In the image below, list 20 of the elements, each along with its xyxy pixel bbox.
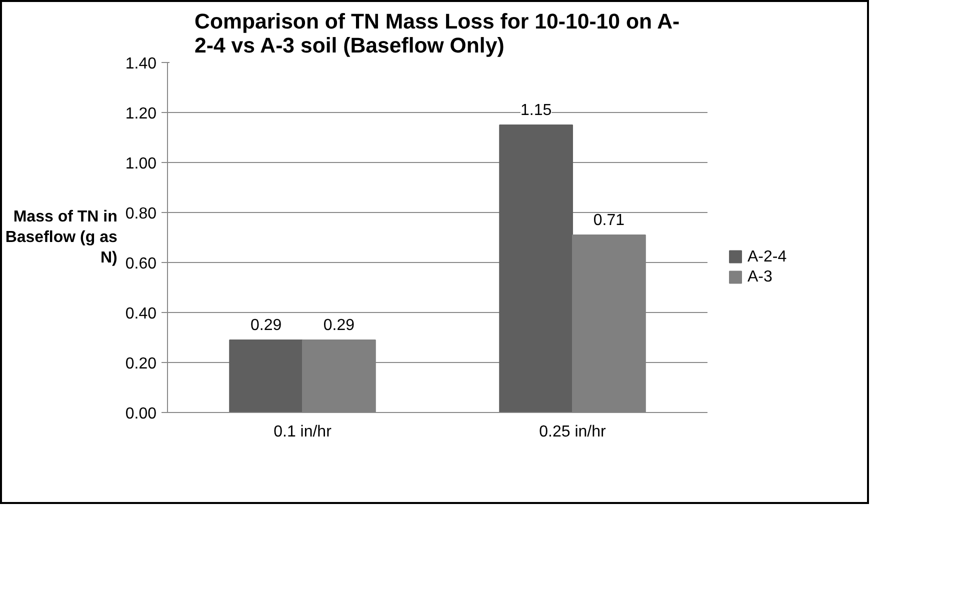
- data-label: 0.29: [323, 317, 355, 334]
- y-tick-label: 1.20: [125, 106, 157, 122]
- data-label: 0.29: [250, 317, 282, 334]
- bar: [499, 124, 573, 412]
- y-tick-label: 0.20: [125, 356, 157, 372]
- x-tick-label: 0.25 in/hr: [539, 424, 607, 440]
- y-axis-title: Mass of TN in Baseflow (g as N): [5, 208, 118, 266]
- y-tick-label: 0.80: [125, 206, 157, 222]
- data-label: 0.71: [593, 212, 625, 229]
- legend-label: A-3: [748, 268, 772, 286]
- bar: [229, 340, 303, 412]
- legend-label: A-2-4: [748, 248, 787, 266]
- y-tick-label: 0.40: [125, 306, 157, 322]
- y-tick-label: 1.40: [125, 56, 157, 72]
- y-tick-label: 0.00: [125, 406, 157, 422]
- chart-title: Comparison of TN Mass Loss for 10-10-10 on A- 2-4 vs A-3 soil (Baseflow Only): [194, 10, 680, 58]
- data-label: 1.15: [520, 102, 552, 119]
- y-tick-label: 0.60: [125, 256, 157, 272]
- y-tick-label: 1.00: [125, 156, 157, 172]
- x-tick-label: 0.1 in/hr: [274, 424, 332, 440]
